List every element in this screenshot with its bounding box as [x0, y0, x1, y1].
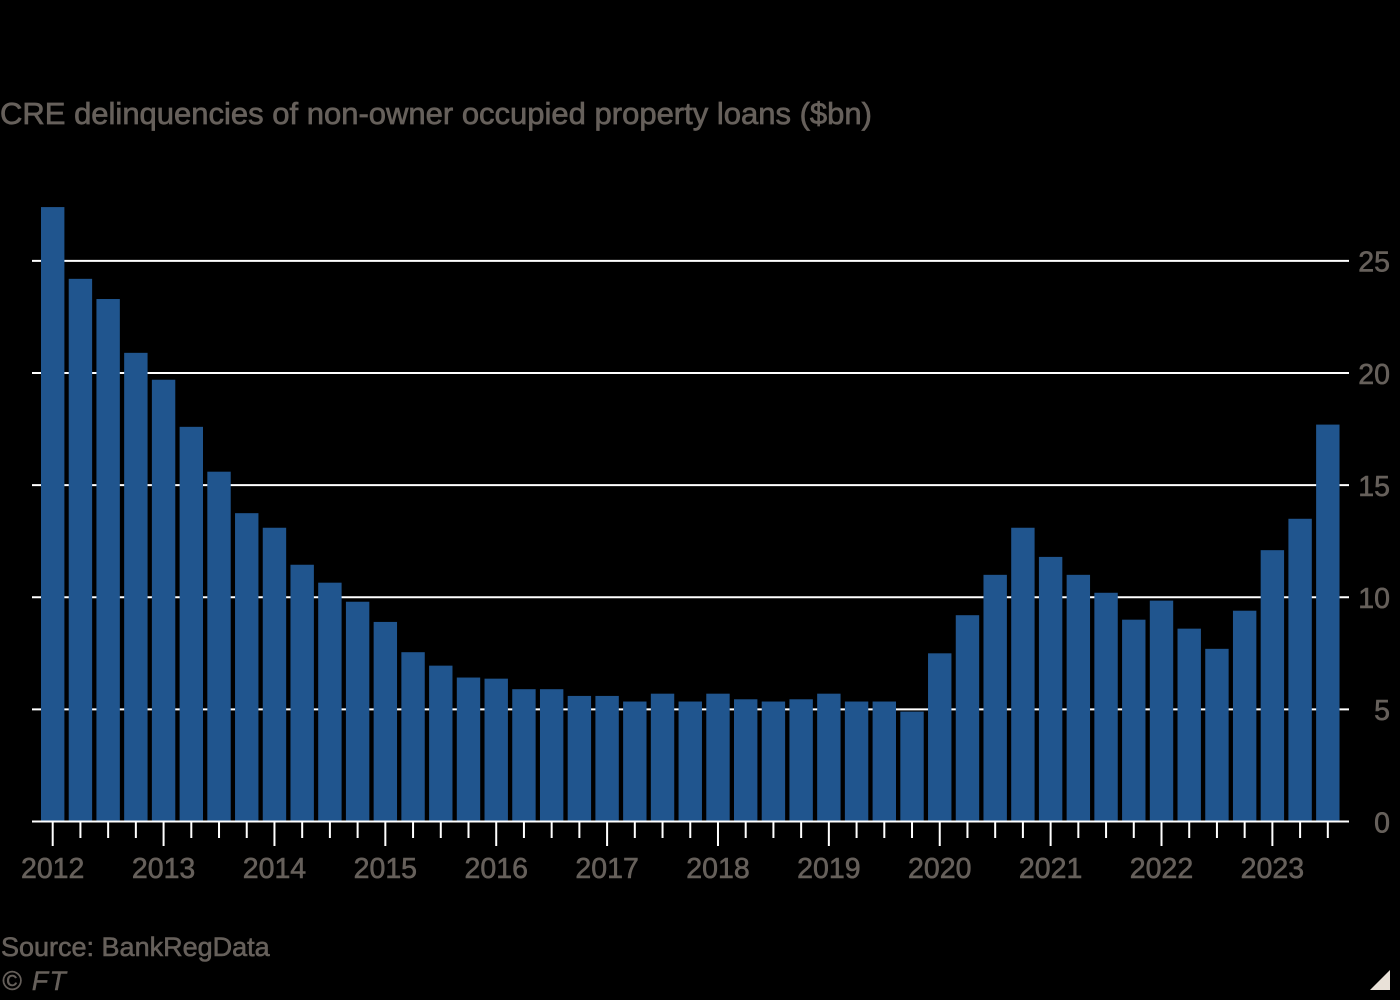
svg-text:0: 0	[1374, 807, 1390, 839]
svg-text:Source: BankRegData: Source: BankRegData	[1, 932, 271, 962]
svg-text:2021: 2021	[1019, 853, 1082, 885]
svg-text:2020: 2020	[908, 853, 971, 885]
svg-text:2023: 2023	[1241, 853, 1304, 885]
svg-text:2012: 2012	[21, 853, 84, 885]
svg-text:2022: 2022	[1130, 853, 1193, 885]
svg-text:2015: 2015	[354, 853, 417, 885]
svg-text:2017: 2017	[575, 853, 638, 885]
svg-text:25: 25	[1358, 247, 1390, 279]
svg-text:© FT: © FT	[2, 966, 68, 996]
svg-text:2013: 2013	[132, 853, 195, 885]
svg-text:2014: 2014	[243, 853, 307, 885]
svg-text:15: 15	[1358, 471, 1390, 503]
svg-text:2018: 2018	[686, 853, 749, 885]
svg-text:2019: 2019	[797, 853, 860, 885]
svg-text:2016: 2016	[465, 853, 528, 885]
svg-text:10: 10	[1358, 583, 1390, 615]
svg-text:20: 20	[1358, 359, 1390, 391]
svg-text:CRE delinquencies of non-owner: CRE delinquencies of non-owner occupied …	[0, 96, 872, 131]
svg-text:5: 5	[1374, 695, 1390, 727]
